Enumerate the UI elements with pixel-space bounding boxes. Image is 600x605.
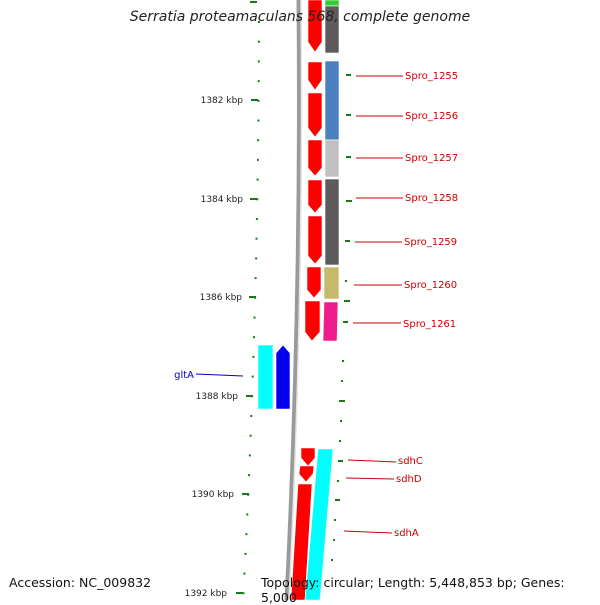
minor-tick bbox=[245, 533, 248, 536]
minor-tick bbox=[257, 119, 260, 122]
gene-label-spro-1259[interactable]: Spro_1259 bbox=[404, 237, 457, 248]
cog-block-gray bbox=[324, 178, 340, 266]
outer-track-marks bbox=[331, 74, 352, 561]
gene-label-spro-1261[interactable]: Spro_1261 bbox=[403, 319, 456, 330]
cds-arrow bbox=[306, 266, 322, 299]
minor-tick bbox=[255, 257, 258, 260]
minor-tick bbox=[257, 139, 260, 142]
minor-tick-marks bbox=[242, 21, 260, 595]
minor-tick bbox=[257, 80, 260, 83]
ruler-label: 1382 kbp bbox=[201, 96, 244, 106]
minor-tick bbox=[249, 434, 252, 437]
ruler-label: 1386 kbp bbox=[200, 293, 243, 303]
ruler-labels: 1382 kbp 1384 kbp 1386 kbp 1388 kbp 1390… bbox=[185, 96, 244, 599]
genome-summary-text: Topology: circular; Length: 5,448,853 bp… bbox=[261, 575, 565, 605]
minor-tick bbox=[257, 99, 260, 102]
gene-label-spro-1260[interactable]: Spro_1260 bbox=[404, 280, 457, 291]
minor-tick bbox=[252, 355, 255, 358]
cds-arrow bbox=[307, 179, 323, 214]
genome-backbone bbox=[284, 0, 303, 600]
cds-arrow bbox=[307, 139, 323, 177]
minor-tick bbox=[255, 218, 258, 220]
forward-cds-track bbox=[290, 0, 323, 600]
major-tick bbox=[250, 198, 257, 200]
minor-tick bbox=[248, 474, 250, 477]
glta-cds-arrow bbox=[275, 344, 291, 410]
cds-arrow bbox=[307, 0, 323, 53]
cds-arrow bbox=[307, 61, 323, 91]
minor-tick bbox=[243, 572, 246, 575]
minor-tick bbox=[244, 552, 247, 555]
cog-block-blue bbox=[324, 60, 340, 141]
major-tick bbox=[242, 493, 249, 495]
major-tick bbox=[246, 395, 253, 397]
minor-tick bbox=[250, 415, 253, 417]
gene-label-spro-1256[interactable]: Spro_1256 bbox=[405, 111, 458, 122]
cds-arrow bbox=[290, 483, 313, 600]
major-tick bbox=[250, 1, 257, 3]
cds-arrow bbox=[307, 215, 323, 265]
minor-tick bbox=[256, 158, 259, 161]
minor-tick bbox=[256, 178, 259, 181]
gene-label-sdha[interactable]: sdhA bbox=[394, 528, 419, 539]
cog-block-green bbox=[324, 0, 340, 7]
cog-block-pink bbox=[322, 301, 339, 342]
label-leaders bbox=[195, 75, 403, 534]
cds-arrow bbox=[300, 447, 316, 467]
ruler-label: 1392 kbp bbox=[185, 589, 228, 599]
minor-tick bbox=[254, 277, 257, 280]
gene-label-sdhd[interactable]: sdhD bbox=[396, 474, 422, 485]
cog-block-gray bbox=[324, 5, 340, 54]
minor-tick bbox=[248, 454, 251, 457]
cds-arrow bbox=[307, 92, 323, 138]
minor-tick bbox=[251, 375, 254, 378]
cds-arrow bbox=[298, 465, 315, 483]
glta-region bbox=[257, 344, 291, 410]
major-tick-marks bbox=[236, 1, 258, 594]
gene-label-spro-1258[interactable]: Spro_1258 bbox=[405, 193, 458, 204]
ruler-label: 1384 kbp bbox=[201, 195, 244, 205]
page-title: Serratia proteamaculans 568, complete ge… bbox=[129, 9, 471, 25]
gene-label-glta[interactable]: gltA bbox=[174, 370, 194, 381]
minor-tick bbox=[258, 21, 260, 23]
minor-tick bbox=[253, 336, 255, 339]
minor-tick bbox=[246, 513, 249, 516]
minor-tick bbox=[257, 60, 260, 63]
minor-tick bbox=[256, 198, 259, 201]
gene-labels: Spro_1255 Spro_1256 Spro_1257 Spro_1258 … bbox=[174, 71, 458, 539]
cog-block-cyan bbox=[257, 344, 274, 410]
major-tick bbox=[249, 296, 256, 298]
ruler-label: 1388 kbp bbox=[196, 392, 239, 402]
accession-text: Accession: NC_009832 bbox=[9, 575, 152, 590]
minor-tick bbox=[253, 316, 256, 319]
minor-tick bbox=[255, 237, 258, 240]
minor-tick bbox=[242, 592, 245, 595]
major-tick bbox=[251, 99, 258, 101]
ruler-label: 1390 kbp bbox=[192, 490, 235, 500]
cog-block-khaki bbox=[323, 266, 340, 300]
major-tick bbox=[236, 592, 243, 594]
cog-color-track bbox=[304, 0, 340, 600]
cds-arrow bbox=[304, 300, 321, 342]
gene-label-spro-1255[interactable]: Spro_1255 bbox=[405, 71, 458, 82]
gene-label-sdhc[interactable]: sdhC bbox=[398, 456, 423, 467]
cog-block-lightgray bbox=[324, 139, 340, 178]
cog-block-cyan bbox=[304, 448, 334, 600]
gene-label-spro-1257[interactable]: Spro_1257 bbox=[405, 153, 458, 164]
minor-tick bbox=[257, 40, 260, 43]
